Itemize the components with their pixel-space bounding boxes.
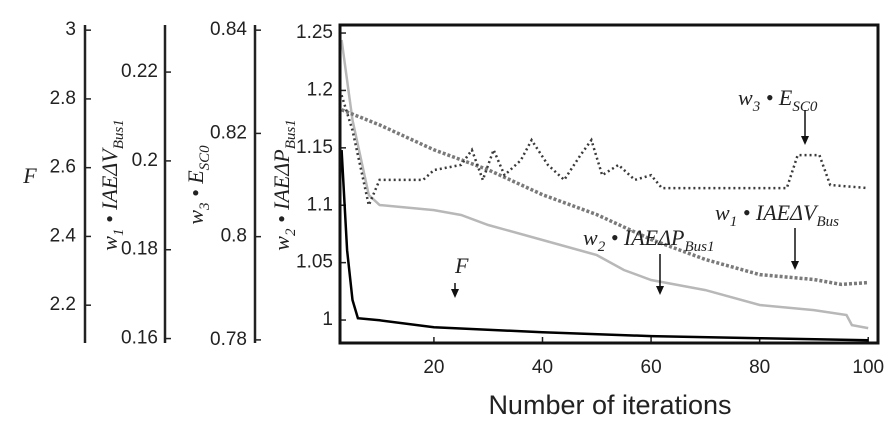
label-part: w — [97, 236, 122, 251]
y-tick-label: 0.16 — [121, 328, 158, 349]
arrow-head — [801, 136, 809, 145]
annotation: w2 • IAEΔPBus1 — [583, 225, 714, 255]
label-part: • IAEΔV — [737, 200, 819, 225]
y-axis-label: w3 • ESC0 — [183, 145, 213, 225]
label-part: • E — [760, 85, 793, 110]
y-tick-label: 0.22 — [121, 61, 158, 82]
y-tick-label: 0.84 — [210, 19, 247, 40]
label-part: F — [22, 163, 37, 188]
y-tick-label: 2.2 — [50, 294, 76, 315]
y-tick-label: 2.4 — [50, 225, 77, 246]
y-tick-label: 1.05 — [296, 252, 333, 273]
label-part: 3 — [197, 202, 213, 211]
series-line — [340, 39, 869, 330]
x-tick-label: 40 — [532, 357, 553, 378]
x-tick-label: 80 — [749, 357, 770, 378]
plot-frame — [338, 23, 880, 345]
x-tick-label: 100 — [852, 357, 884, 378]
y-tick-label: 1.2 — [307, 79, 333, 100]
label-part: • IAEΔV — [97, 147, 122, 229]
y-tick-label: 1.25 — [296, 22, 333, 43]
y-tick-label: 0.78 — [210, 329, 247, 350]
label-part: F — [454, 253, 469, 278]
label-part: w — [738, 85, 753, 110]
label-part: • IAEΔP — [269, 149, 294, 228]
label-part: 1 — [111, 229, 127, 237]
label-part: Bus — [816, 214, 839, 230]
y-axis-label: w2 • IAEΔPBus1 — [269, 119, 299, 250]
label-part: 3 — [752, 99, 761, 115]
series-line — [340, 108, 869, 287]
label-part: 2 — [598, 239, 606, 255]
label-part: SC0 — [197, 145, 213, 171]
series-line — [340, 94, 869, 210]
annotation: F — [454, 253, 469, 278]
x-tick-label: 20 — [423, 357, 444, 378]
y-tick-label: 1.1 — [307, 194, 333, 215]
y-tick-label: 0.18 — [121, 239, 158, 260]
y-tick-label: 1 — [322, 309, 333, 330]
label-part: Bus1 — [684, 239, 714, 255]
y-tick-label: 0.2 — [132, 150, 158, 171]
x-tick-label: 60 — [641, 357, 662, 378]
label-part: • IAEΔP — [605, 225, 684, 250]
label-part: Bus1 — [283, 119, 299, 149]
y-tick-label: 1.15 — [296, 137, 333, 158]
y-tick-label: 0.8 — [221, 226, 247, 247]
label-part: w — [583, 225, 598, 250]
x-axis-label: Number of iterations — [488, 390, 731, 420]
label-part: • E — [183, 170, 208, 203]
annotation: w1 • IAEΔVBus — [715, 200, 839, 230]
y-axis-label: w1 • IAEΔVBus1 — [97, 119, 127, 250]
series-line — [340, 150, 869, 342]
label-part: Bus1 — [111, 119, 127, 149]
label-part: 1 — [730, 214, 738, 230]
label-part: w — [183, 210, 208, 225]
annotation: w3 • ESC0 — [738, 85, 818, 115]
y-tick-label: 2.6 — [50, 157, 76, 178]
arrow-head — [656, 286, 664, 295]
y-tick-label: 0.82 — [210, 122, 247, 143]
y-tick-label: 3 — [65, 19, 76, 40]
y-axis-label: F — [22, 163, 37, 188]
label-part: w — [715, 200, 730, 225]
arrow-head — [791, 261, 799, 270]
label-part: SC0 — [792, 99, 818, 115]
label-part: 2 — [283, 228, 299, 236]
label-part: w — [269, 236, 294, 251]
y-tick-label: 2.8 — [50, 88, 76, 109]
arrow-head — [451, 289, 459, 298]
